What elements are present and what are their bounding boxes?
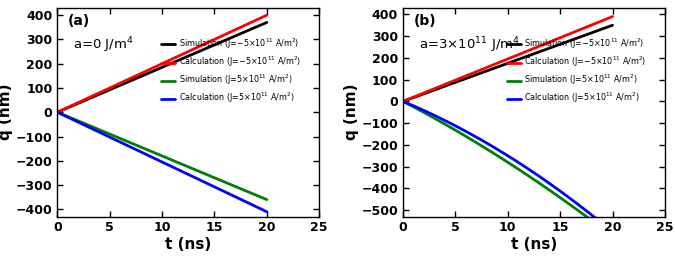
Legend: Simulation (J=−5×10$^{11}$ A/m$^2$), Calculation (J=−5×10$^{11}$ A/m$^2$), Simul: Simulation (J=−5×10$^{11}$ A/m$^2$), Cal…	[506, 37, 647, 105]
Text: (b): (b)	[414, 14, 436, 28]
Y-axis label: q (nm): q (nm)	[0, 84, 13, 140]
Text: (a): (a)	[68, 14, 90, 28]
Text: a=3×10$^{11}$ J/m$^4$: a=3×10$^{11}$ J/m$^4$	[418, 35, 520, 55]
X-axis label: t (ns): t (ns)	[165, 237, 211, 252]
X-axis label: t (ns): t (ns)	[511, 237, 557, 252]
Y-axis label: q (nm): q (nm)	[344, 84, 358, 140]
Legend: Simulation (J=−5×10$^{11}$ A/m$^2$), Calculation (J=−5×10$^{11}$ A/m$^2$), Simul: Simulation (J=−5×10$^{11}$ A/m$^2$), Cal…	[161, 37, 301, 105]
Text: a=0 J/m$^4$: a=0 J/m$^4$	[73, 35, 134, 55]
